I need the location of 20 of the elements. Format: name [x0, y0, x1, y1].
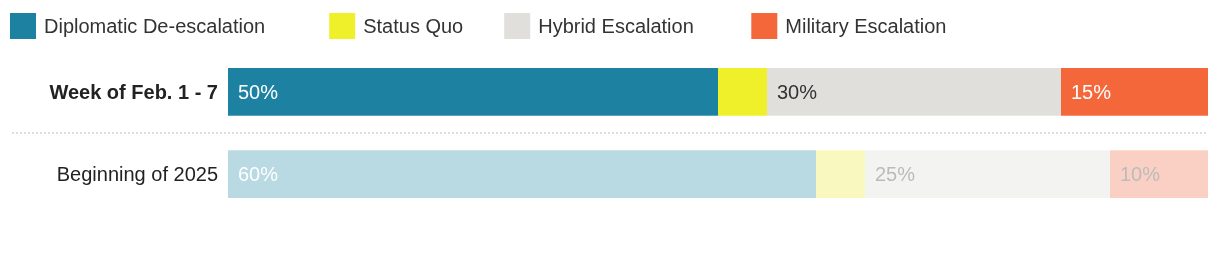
data-label: 60%: [238, 163, 279, 186]
y-tick-label: Beginning of 2025: [56, 163, 218, 186]
bar: [816, 150, 865, 198]
bar: [865, 150, 1110, 198]
data-label: 25%: [875, 163, 916, 186]
bar: [228, 150, 816, 198]
data-label: 15%: [1071, 80, 1112, 103]
legend-label: Hybrid Escalation: [538, 15, 694, 37]
bar: [228, 68, 718, 116]
bar: [767, 68, 1061, 116]
bar: [1110, 150, 1208, 198]
y-tick-label: Week of Feb. 1 - 7: [49, 80, 218, 103]
bar: [718, 68, 767, 116]
data-label: 10%: [1120, 163, 1161, 186]
data-label: 50%: [238, 80, 279, 103]
bar: [1061, 68, 1208, 116]
data-label: 30%: [777, 80, 818, 103]
legend-label: Military Escalation: [785, 15, 947, 37]
legend-label: Status Quo: [363, 15, 464, 37]
legend-label: Diplomatic De-escalation: [44, 15, 266, 37]
